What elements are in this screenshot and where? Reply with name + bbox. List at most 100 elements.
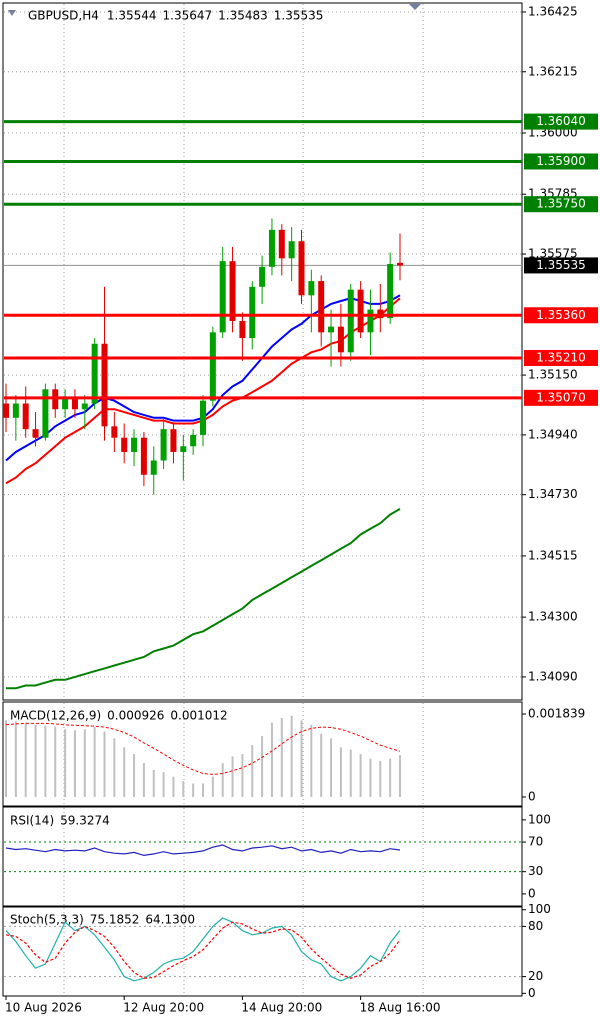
- candle-body: [32, 429, 39, 438]
- level-label: 1.35070: [536, 390, 586, 404]
- candle-body: [288, 241, 295, 259]
- candle-body: [121, 437, 128, 452]
- candle-body: [397, 262, 403, 266]
- macd-bar: [192, 783, 195, 798]
- macd-bar: [211, 776, 214, 798]
- candle-body: [347, 289, 354, 353]
- macd-bar: [64, 729, 67, 798]
- macd-bar: [182, 781, 185, 798]
- candle-body: [150, 460, 157, 475]
- macd-bar: [123, 747, 126, 798]
- candle-body: [160, 429, 167, 461]
- y-tick-label: 1.35150: [528, 368, 578, 382]
- macd-bar: [310, 724, 313, 798]
- macd-bar: [54, 726, 57, 798]
- ohlc-value: 1.35647: [163, 9, 213, 23]
- ohlc-value: 1.35483: [218, 9, 268, 23]
- macd-bar: [270, 722, 273, 798]
- y-tick-label: 0: [528, 886, 536, 900]
- candle-body: [278, 229, 285, 259]
- y-tick-label: 1.34940: [528, 427, 578, 441]
- level-label: 1.35750: [536, 197, 586, 211]
- main-panel-frame: [2, 2, 523, 701]
- candle-body: [131, 437, 138, 452]
- candle-body: [268, 229, 275, 267]
- indicator-value: 75.1852: [90, 913, 140, 927]
- last-price-label: 1.35535: [536, 258, 586, 272]
- y-tick-label: 20: [528, 969, 543, 983]
- candle-body: [42, 389, 49, 438]
- rsi-panel-frame: [2, 806, 523, 907]
- candle-body: [111, 426, 118, 438]
- indicator-line: [5, 844, 401, 857]
- y-tick-label: 1.35575: [528, 247, 578, 261]
- candle-body: [101, 343, 108, 427]
- level-label-box: [524, 349, 598, 366]
- macd-bar: [93, 727, 96, 798]
- candle-body: [239, 320, 246, 339]
- macd-bar: [389, 758, 392, 798]
- macd-bar: [369, 758, 372, 798]
- macd-bar: [172, 776, 175, 798]
- candle-body: [62, 397, 69, 410]
- macd-bar: [379, 760, 382, 798]
- y-tick-label: 100: [528, 902, 551, 916]
- candle-body: [209, 332, 216, 401]
- macd-bar: [44, 725, 47, 798]
- macd-bar: [359, 754, 362, 798]
- level-label-box: [524, 113, 598, 130]
- macd-bar: [221, 763, 224, 798]
- indicator-title: Stoch(5,3,3): [10, 913, 84, 927]
- macd-bar: [152, 769, 155, 798]
- macd-bar: [339, 747, 342, 798]
- macd-bar: [24, 722, 27, 798]
- y-tick-label: 0: [528, 790, 536, 804]
- indicator-title: GBPUSD,H4: [28, 9, 99, 23]
- macd-bar: [73, 730, 76, 798]
- y-tick-label: 70: [528, 835, 543, 849]
- macd-bar: [320, 733, 323, 798]
- macd-bar: [5, 720, 7, 798]
- last-price-box: [524, 257, 598, 274]
- y-tick-label: 1.36425: [528, 4, 578, 18]
- y-tick-label: 80: [528, 919, 543, 933]
- candle-body: [91, 343, 98, 404]
- candle-body: [357, 289, 364, 333]
- macd-bar: [399, 755, 401, 798]
- macd-bar: [280, 718, 283, 798]
- macd-bar: [231, 756, 234, 798]
- indicator-value: 59.3274: [60, 814, 110, 828]
- level-label-box: [524, 196, 598, 213]
- candle-body: [318, 281, 325, 333]
- macd-bar: [300, 720, 303, 798]
- candle-body: [170, 429, 177, 452]
- candle-body: [200, 400, 206, 435]
- macd-bar: [241, 754, 244, 798]
- x-tick-label: 12 Aug 20:00: [123, 1001, 204, 1015]
- candle-body: [308, 281, 315, 296]
- candle-body: [12, 403, 19, 418]
- macd-bar: [251, 745, 254, 798]
- stoch-panel-frame: [2, 906, 523, 997]
- candle-body: [180, 446, 187, 452]
- symbol-icon: [8, 10, 16, 16]
- macd-panel-frame: [2, 701, 523, 807]
- y-tick-label: 1.34515: [528, 548, 578, 562]
- candle-body: [387, 264, 394, 319]
- indicator-line: [5, 921, 401, 979]
- candle-body: [328, 326, 335, 333]
- macd-bar: [202, 783, 204, 798]
- y-tick-label: 0.001839: [528, 707, 585, 721]
- level-label-box: [524, 153, 598, 170]
- y-tick-label: 1.36215: [528, 64, 578, 78]
- indicator-value: 0.000926: [107, 709, 164, 723]
- level-label: 1.35900: [536, 154, 586, 168]
- candle-body: [298, 241, 305, 296]
- candle-body: [219, 261, 226, 333]
- macd-bar: [330, 738, 333, 798]
- indicator-value: 64.1300: [145, 913, 195, 927]
- macd-bar: [133, 754, 136, 798]
- candle-body: [337, 326, 344, 353]
- y-tick-label: 1.34730: [528, 487, 578, 501]
